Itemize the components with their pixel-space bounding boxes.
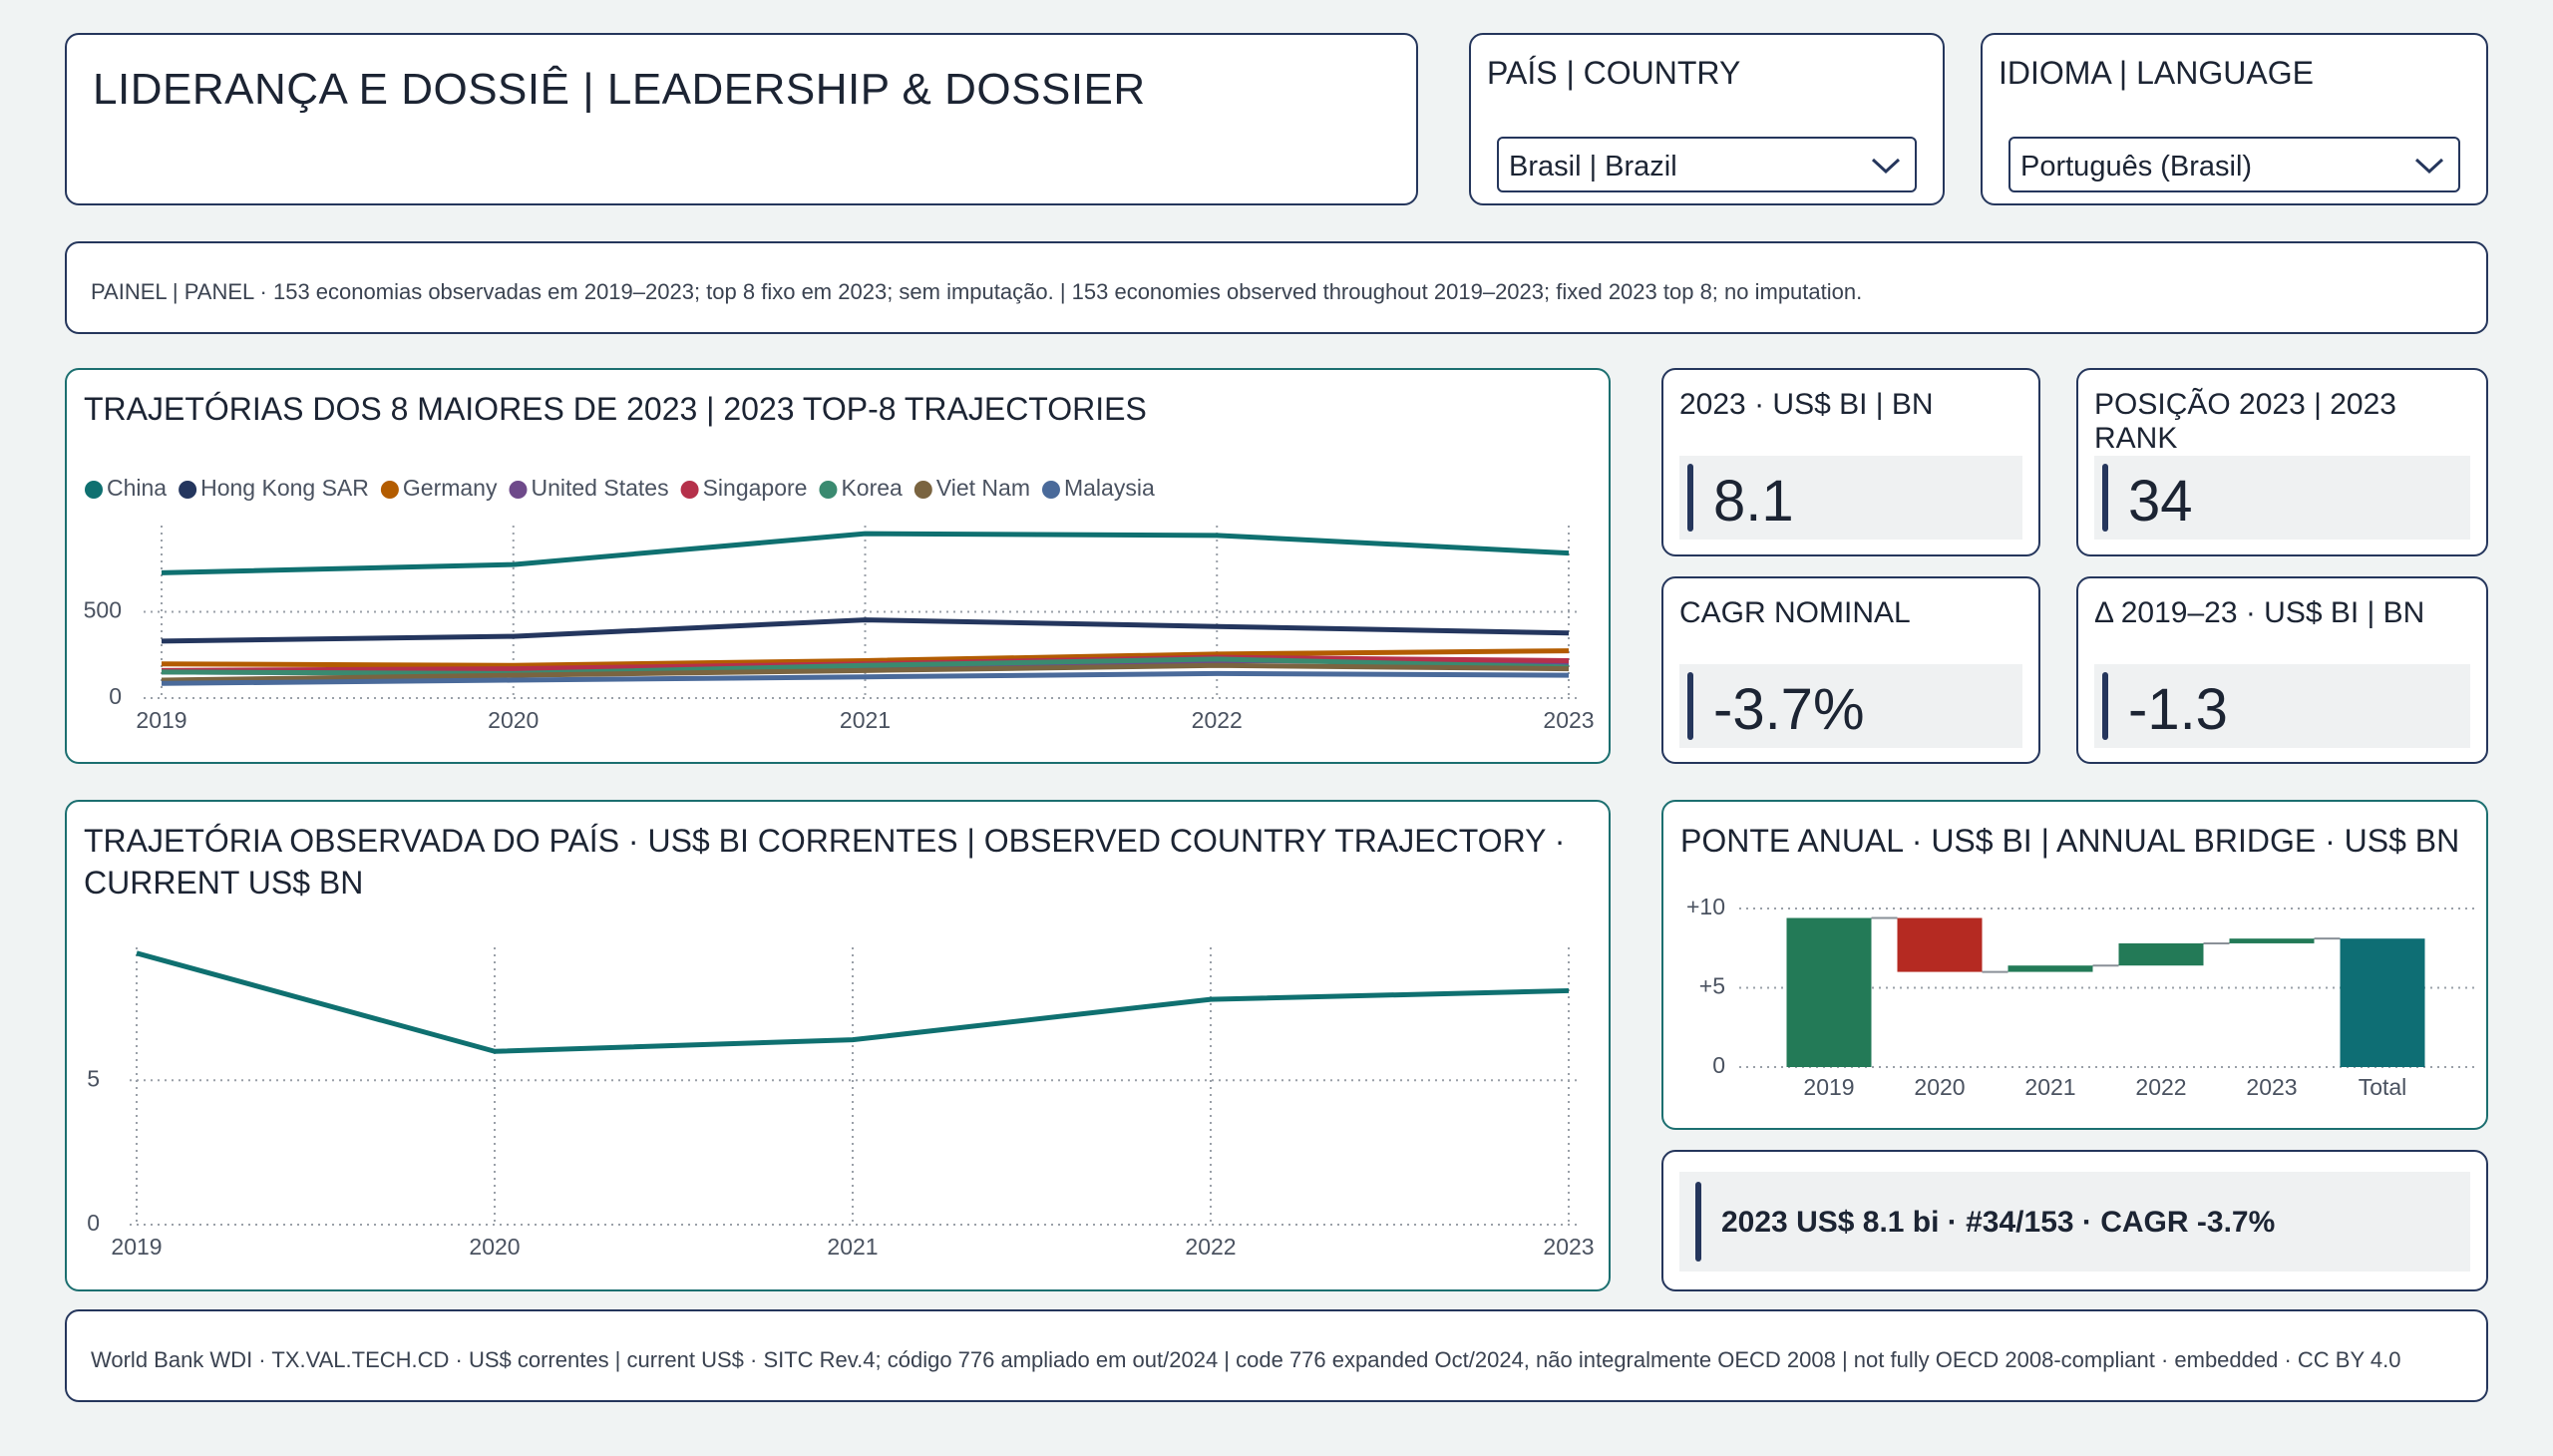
summary-text: 2023 US$ 8.1 bi · #34/153 · CAGR -3.7%: [1721, 1206, 2276, 1239]
panel-note-card: PAINEL | PANEL · 153 economias observada…: [65, 241, 2488, 334]
country-chart-card: TRAJETÓRIA OBSERVADA DO PAÍS · US$ BI CO…: [65, 800, 1611, 1291]
kpi-label: CAGR NOMINAL: [1679, 596, 1911, 629]
kpi-box: 34: [2094, 456, 2470, 540]
footer-card: World Bank WDI · TX.VAL.TECH.CD · US$ co…: [65, 1309, 2488, 1402]
kpi-label: POSIÇÃO 2023 | 2023 RANK: [2094, 388, 2396, 455]
kpi-label: 2023 · US$ BI | BN: [1679, 388, 1934, 421]
dropdown-value: Brasil | Brazil: [1509, 151, 1677, 182]
filter-label: PAÍS | COUNTRY: [1487, 55, 1741, 91]
kpi-card: POSIÇÃO 2023 | 2023 RANK 34: [2076, 368, 2488, 556]
chart-title: TRAJETÓRIAS DOS 8 MAIORES DE 2023 | 2023…: [84, 391, 1147, 427]
kpi-label: Δ 2019–23 · US$ BI | BN: [2094, 596, 2425, 629]
chart-title: TRAJETÓRIA OBSERVADA DO PAÍS · US$ BI CO…: [84, 823, 1566, 901]
language-dropdown[interactable]: Português (Brasil): [2008, 137, 2460, 192]
footer-note: World Bank WDI · TX.VAL.TECH.CD · US$ co…: [91, 1347, 2401, 1372]
dropdown-value: Português (Brasil): [2020, 151, 2253, 182]
country-filter: PAÍS | COUNTRY Brasil | Brazil: [1469, 33, 1945, 205]
kpi-box: -3.7%: [1679, 664, 2022, 748]
kpi-card: 2023 · US$ BI | BN 8.1: [1661, 368, 2040, 556]
kpi-value: -1.3: [2128, 677, 2228, 742]
kpi-value: 34: [2128, 469, 2193, 534]
chevron: [1871, 158, 1901, 175]
header-card: LIDERANÇA E DOSSIÊ | LEADERSHIP & DOSSIE…: [65, 33, 1418, 205]
summary-box: 2023 US$ 8.1 bi · #34/153 · CAGR -3.7%: [1679, 1172, 2470, 1272]
page-title: LIDERANÇA E DOSSIÊ | LEADERSHIP & DOSSIE…: [93, 65, 1146, 114]
chart-title: PONTE ANUAL · US$ BI | ANNUAL BRIDGE · U…: [1680, 823, 2460, 859]
kpi-box: 8.1: [1679, 456, 2022, 540]
language-filter: IDIOMA | LANGUAGE Português (Brasil): [1981, 33, 2488, 205]
bridge-chart-card: PONTE ANUAL · US$ BI | ANNUAL BRIDGE · U…: [1661, 800, 2488, 1130]
kpi-value: 8.1: [1713, 469, 1794, 534]
kpi-box: -1.3: [2094, 664, 2470, 748]
kpi-value: -3.7%: [1713, 677, 1865, 742]
panel-note: PAINEL | PANEL · 153 economias observada…: [91, 279, 1863, 304]
kpi-card: Δ 2019–23 · US$ BI | BN -1.3: [2076, 576, 2488, 764]
filter-label: IDIOMA | LANGUAGE: [1999, 55, 2314, 91]
country-dropdown[interactable]: Brasil | Brazil: [1497, 137, 1917, 192]
kpi-card: CAGR NOMINAL -3.7%: [1661, 576, 2040, 764]
chevron: [2414, 158, 2444, 175]
top8-chart-card: TRAJETÓRIAS DOS 8 MAIORES DE 2023 | 2023…: [65, 368, 1611, 764]
summary-card: 2023 US$ 8.1 bi · #34/153 · CAGR -3.7%: [1661, 1150, 2488, 1291]
